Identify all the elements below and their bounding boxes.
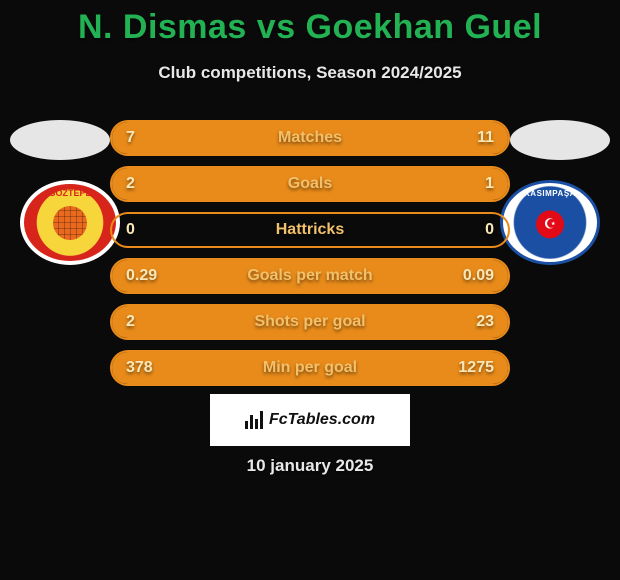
- stat-value-right: 1: [485, 168, 494, 200]
- watermark-text: FcTables.com: [269, 411, 375, 429]
- stat-value-left: 0.29: [126, 260, 157, 292]
- stat-value-right: 0: [485, 214, 494, 246]
- stat-value-left: 0: [126, 214, 135, 246]
- kasimpasa-flag-icon: ☪: [536, 210, 564, 238]
- stat-row: Goals per match0.29 0.09: [110, 258, 510, 294]
- stat-row: Min per goal378 1275: [110, 350, 510, 386]
- subtitle: Club competitions, Season 2024/2025: [0, 63, 620, 83]
- stat-value-left: 7: [126, 122, 135, 154]
- stat-label: Hattricks: [112, 214, 508, 246]
- watermark: FcTables.com: [210, 394, 410, 446]
- club-badge-left-label: GÖZTEPE: [24, 188, 116, 198]
- stat-value-right: 0.09: [463, 260, 494, 292]
- stat-value-left: 378: [126, 352, 153, 384]
- stat-row: Shots per goal2 23: [110, 304, 510, 340]
- stat-label: Goals per match: [112, 260, 508, 292]
- goztepe-ball-icon: [53, 206, 87, 240]
- bar-chart-icon: [245, 411, 263, 429]
- stat-row: Hattricks0 0: [110, 212, 510, 248]
- player-silhouette-right: [510, 120, 610, 160]
- club-badge-left: GÖZTEPE: [20, 180, 120, 265]
- footer-date: 10 january 2025: [0, 456, 620, 476]
- club-badge-right: KASIMPAŞA ☪: [500, 180, 600, 265]
- stat-label: Shots per goal: [112, 306, 508, 338]
- stat-row: Matches7 11: [110, 120, 510, 156]
- page-title: N. Dismas vs Goekhan Guel: [0, 0, 620, 47]
- stat-label: Matches: [112, 122, 508, 154]
- stat-label: Min per goal: [112, 352, 508, 384]
- stat-value-right: 1275: [458, 352, 494, 384]
- stat-value-left: 2: [126, 168, 135, 200]
- stat-value-right: 23: [476, 306, 494, 338]
- stat-label: Goals: [112, 168, 508, 200]
- stat-value-right: 11: [477, 122, 494, 154]
- stat-row: Goals2 1: [110, 166, 510, 202]
- stats-container: Matches711Goals21Hattricks00Goals per ma…: [110, 120, 510, 396]
- stat-value-left: 2: [126, 306, 135, 338]
- club-badge-right-label: KASIMPAŞA: [503, 189, 597, 198]
- player-silhouette-left: [10, 120, 110, 160]
